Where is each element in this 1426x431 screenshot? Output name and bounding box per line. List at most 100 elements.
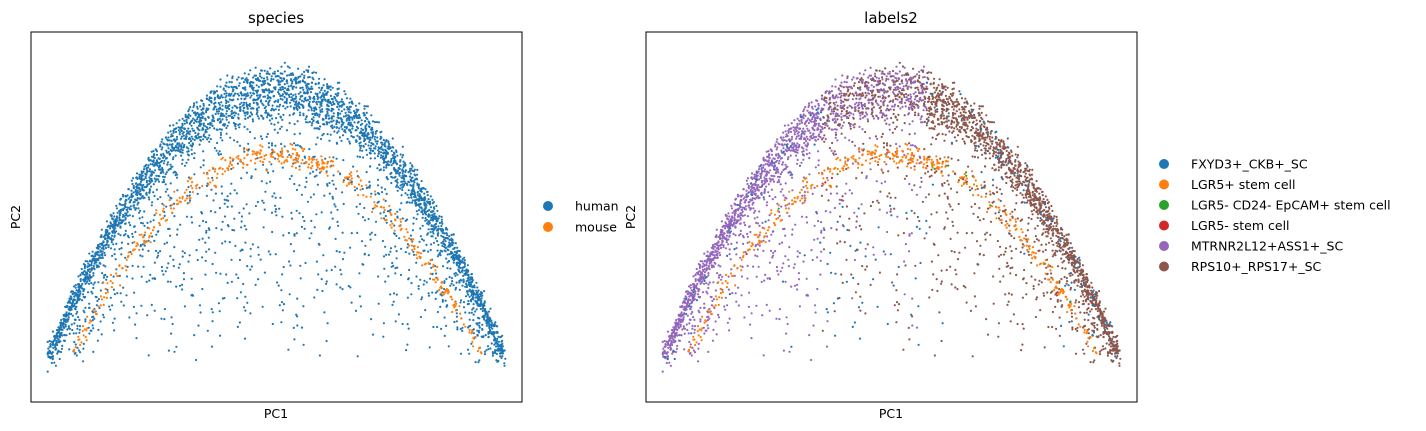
scatter-point bbox=[701, 280, 704, 283]
scatter-point bbox=[363, 114, 366, 117]
scatter-point bbox=[412, 216, 415, 219]
scatter-point bbox=[168, 153, 171, 156]
scatter-point bbox=[249, 268, 252, 271]
scatter-point bbox=[336, 120, 339, 123]
scatter-point bbox=[230, 280, 233, 283]
scatter-point bbox=[501, 342, 504, 345]
scatter-point bbox=[233, 114, 236, 117]
scatter-point bbox=[397, 186, 400, 189]
scatter-point bbox=[110, 214, 113, 217]
scatter-point bbox=[152, 150, 155, 153]
scatter-point bbox=[466, 348, 470, 351]
scatter-point bbox=[325, 280, 328, 283]
scatter-point bbox=[374, 145, 377, 148]
scatter-point bbox=[323, 78, 326, 81]
scatter-point bbox=[77, 349, 80, 352]
scatter-point bbox=[141, 171, 144, 175]
scatter-point bbox=[191, 187, 194, 190]
scatter-point bbox=[126, 234, 130, 237]
scatter-point bbox=[686, 314, 689, 317]
scatter-point bbox=[302, 149, 305, 153]
scatter-point bbox=[211, 179, 214, 182]
scatter-point bbox=[338, 250, 341, 254]
scatter-point bbox=[380, 141, 383, 144]
scatter-point bbox=[256, 111, 259, 114]
scatter-point bbox=[150, 232, 153, 235]
scatter-point bbox=[185, 118, 188, 121]
scatter-point bbox=[317, 81, 320, 84]
scatter-point bbox=[166, 161, 170, 164]
scatter-point bbox=[295, 232, 298, 235]
scatter-point bbox=[121, 221, 124, 224]
scatter-point bbox=[244, 86, 247, 89]
scatter-point bbox=[459, 255, 462, 258]
scatter-point bbox=[240, 101, 243, 104]
scatter-point bbox=[406, 200, 409, 204]
scatter-point bbox=[441, 244, 444, 247]
scatter-point bbox=[459, 312, 462, 315]
scatter-point bbox=[267, 103, 270, 106]
scatter-point bbox=[180, 137, 183, 140]
scatter-point bbox=[492, 330, 495, 334]
scatter-point bbox=[338, 127, 341, 130]
scatter-point bbox=[106, 234, 110, 237]
scatter-point bbox=[68, 332, 71, 335]
scatter-point bbox=[452, 284, 455, 287]
scatter-point bbox=[472, 313, 475, 316]
scatter-point bbox=[375, 140, 379, 143]
scatter-point bbox=[191, 109, 194, 112]
scatter-point bbox=[411, 248, 414, 252]
scatter-point bbox=[409, 162, 412, 165]
scatter-point bbox=[305, 69, 308, 72]
scatter-point bbox=[196, 192, 199, 195]
scatter-point bbox=[290, 84, 293, 87]
scatter-point bbox=[174, 171, 178, 174]
scatter-point bbox=[155, 188, 158, 191]
scatter-point bbox=[50, 361, 53, 365]
scatter-point bbox=[383, 267, 386, 270]
scatter-point bbox=[463, 261, 466, 264]
scatter-point bbox=[307, 65, 311, 68]
scatter-point bbox=[122, 209, 125, 212]
scatter-point bbox=[319, 125, 322, 128]
scatter-point bbox=[273, 192, 276, 195]
scatter-point bbox=[173, 350, 176, 353]
scatter-point bbox=[200, 122, 203, 125]
scatter-point bbox=[417, 287, 420, 290]
scatter-point bbox=[257, 85, 260, 88]
scatter-point bbox=[153, 277, 156, 280]
scatter-point bbox=[244, 114, 247, 117]
scatter-point bbox=[298, 98, 302, 101]
scatter-point bbox=[181, 149, 184, 152]
scatter-point bbox=[233, 217, 236, 220]
scatter-point bbox=[337, 130, 340, 133]
scatter-point bbox=[253, 137, 256, 140]
scatter-point bbox=[421, 264, 424, 267]
scatter-point bbox=[295, 95, 298, 98]
scatter-point bbox=[473, 285, 476, 288]
scatter-point bbox=[58, 330, 61, 333]
scatter-point bbox=[376, 136, 379, 139]
scatter-point bbox=[257, 246, 260, 249]
scatter-point bbox=[98, 261, 101, 264]
scatter-point bbox=[330, 103, 333, 107]
scatter-point bbox=[226, 106, 229, 109]
scatter-point bbox=[240, 97, 243, 100]
scatter-point bbox=[407, 171, 410, 174]
scatter-point bbox=[978, 105, 981, 108]
scatter-point bbox=[265, 182, 268, 185]
scatter-point bbox=[431, 230, 434, 233]
scatter-point bbox=[359, 131, 362, 134]
scatter-point bbox=[480, 299, 483, 302]
scatter-point bbox=[194, 131, 197, 135]
scatter-point bbox=[241, 104, 244, 107]
scatter-point bbox=[377, 152, 380, 155]
scatter-point bbox=[205, 107, 208, 110]
scatter-point bbox=[148, 179, 151, 182]
scatter-point bbox=[287, 93, 290, 96]
scatter-point bbox=[444, 240, 447, 243]
scatter-point bbox=[354, 189, 357, 192]
scatter-point bbox=[167, 194, 170, 197]
scatter-point bbox=[254, 78, 257, 81]
scatter-point bbox=[242, 207, 245, 210]
